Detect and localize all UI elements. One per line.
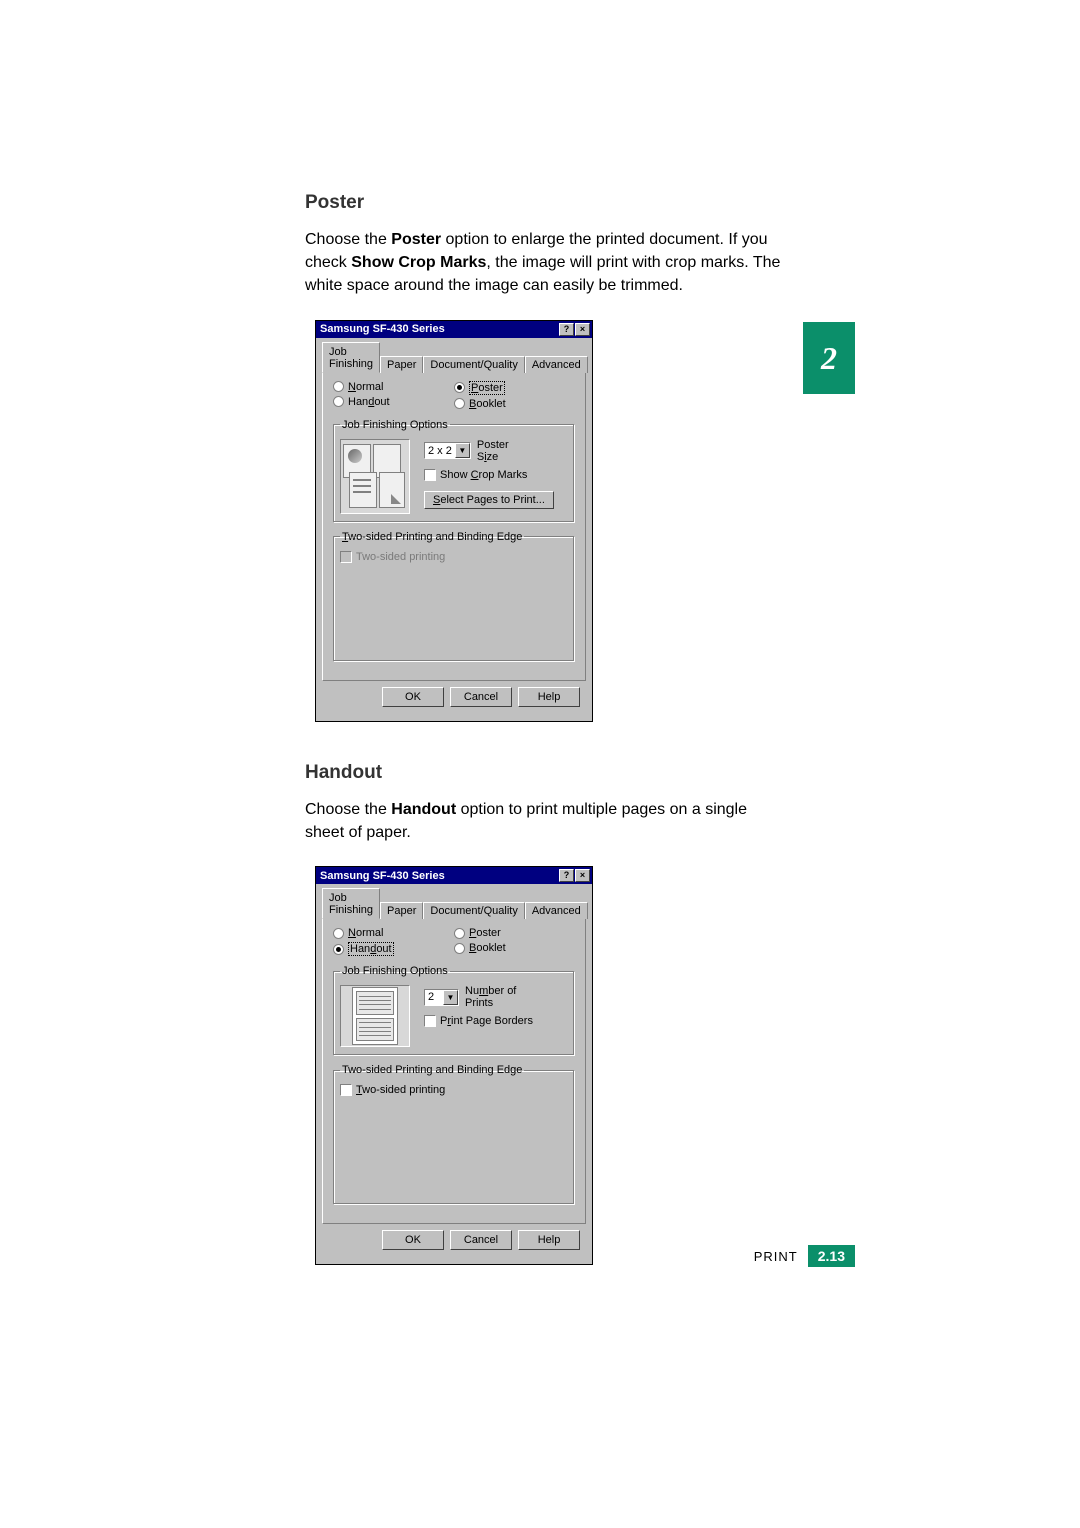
print-borders-checkbox[interactable]: Print Page Borders <box>424 1015 568 1027</box>
job-finishing-options-group: Job Finishing Options <box>333 419 575 523</box>
cancel-button[interactable]: Cancel <box>450 1230 512 1250</box>
job-finishing-options-group: Job Finishing Options 2 <box>333 965 575 1056</box>
show-crop-marks-checkbox[interactable]: Show Crop Marks <box>424 469 568 481</box>
dialog-titlebar: Samsung SF-430 Series ? × <box>316 867 592 884</box>
titlebar-close-button[interactable]: × <box>575 869 590 882</box>
tab-paper[interactable]: Paper <box>380 902 423 919</box>
poster-preview <box>340 439 410 514</box>
poster-size-value: 2 x 2 <box>425 445 455 457</box>
group-legend: Two-sided Printing and Binding Edge <box>340 531 524 543</box>
two-sided-checkbox: Two-sided printing <box>340 551 568 563</box>
group-legend: Job Finishing Options <box>340 965 450 977</box>
poster-para: Choose the Poster option to enlarge the … <box>305 228 785 298</box>
group-legend: Job Finishing Options <box>340 419 450 431</box>
tab-strip: Job Finishing Paper Document/Quality Adv… <box>322 342 586 373</box>
radio-handout[interactable]: Handout <box>333 396 454 408</box>
dialog-title: Samsung SF-430 Series <box>320 323 445 335</box>
help-button[interactable]: Help <box>518 687 580 707</box>
ok-button[interactable]: OK <box>382 1230 444 1250</box>
text-bold: Handout <box>391 801 456 818</box>
radio-poster[interactable]: Poster <box>454 927 575 939</box>
radio-normal[interactable]: Normal <box>333 927 454 939</box>
dialog-titlebar: Samsung SF-430 Series ? × <box>316 321 592 338</box>
num-prints-value: 2 <box>425 991 443 1003</box>
tab-panel: Normal Handout Poster Booklet Job Finish… <box>322 372 586 681</box>
text-bold: Poster <box>391 231 441 248</box>
tab-job-finishing[interactable]: Job Finishing <box>322 342 380 373</box>
ok-button[interactable]: OK <box>382 687 444 707</box>
tab-panel: Normal Handout Poster Booklet Job Finish… <box>322 918 586 1224</box>
tab-document-quality[interactable]: Document/Quality <box>423 902 524 919</box>
titlebar-help-button[interactable]: ? <box>559 323 574 336</box>
document-body: Poster Choose the Poster option to enlar… <box>305 192 785 1305</box>
footer-section-label: PRINT <box>754 1249 798 1264</box>
text: Choose the <box>305 801 391 818</box>
group-legend: Two-sided Printing and Binding Edge <box>340 1064 524 1076</box>
footer-page-number: 2.13 <box>808 1245 855 1267</box>
radio-normal[interactable]: Normal <box>333 381 454 393</box>
poster-size-label: PosterSize <box>477 439 509 463</box>
poster-size-combo[interactable]: 2 x 2 ▼ <box>424 442 471 459</box>
num-prints-combo[interactable]: 2 ▼ <box>424 989 459 1006</box>
chevron-down-icon[interactable]: ▼ <box>455 443 470 458</box>
tab-job-finishing[interactable]: Job Finishing <box>322 888 380 919</box>
radio-booklet[interactable]: Booklet <box>454 398 575 410</box>
radio-booklet[interactable]: Booklet <box>454 942 575 954</box>
tab-advanced[interactable]: Advanced <box>525 356 588 373</box>
select-pages-button[interactable]: Select Pages to Print... <box>424 491 554 509</box>
tab-document-quality[interactable]: Document/Quality <box>423 356 524 373</box>
poster-heading: Poster <box>305 192 785 214</box>
handout-preview <box>340 985 410 1047</box>
dialog-title: Samsung SF-430 Series <box>320 870 445 882</box>
help-button[interactable]: Help <box>518 1230 580 1250</box>
page-footer: PRINT 2.13 <box>754 1245 855 1267</box>
tab-paper[interactable]: Paper <box>380 356 423 373</box>
chapter-tab: 2 <box>803 322 855 394</box>
handout-para: Choose the Handout option to print multi… <box>305 798 785 844</box>
cancel-button[interactable]: Cancel <box>450 687 512 707</box>
two-sided-group: Two-sided Printing and Binding Edge Two-… <box>333 531 575 662</box>
titlebar-help-button[interactable]: ? <box>559 869 574 882</box>
radio-handout[interactable]: Handout <box>333 942 454 956</box>
num-prints-label: Number ofPrints <box>465 985 516 1009</box>
chevron-down-icon[interactable]: ▼ <box>443 990 458 1005</box>
tab-strip: Job Finishing Paper Document/Quality Adv… <box>322 888 586 919</box>
handout-heading: Handout <box>305 762 785 784</box>
tab-advanced[interactable]: Advanced <box>525 902 588 919</box>
two-sided-checkbox[interactable]: Two-sided printing <box>340 1084 568 1096</box>
text: Choose the <box>305 231 391 248</box>
two-sided-group: Two-sided Printing and Binding Edge Two-… <box>333 1064 575 1205</box>
text-bold: Show Crop Marks <box>351 254 486 271</box>
print-dialog-poster: Samsung SF-430 Series ? × Job Finishing … <box>315 320 593 722</box>
radio-poster[interactable]: Poster <box>454 381 575 395</box>
print-dialog-handout: Samsung SF-430 Series ? × Job Finishing … <box>315 866 593 1265</box>
titlebar-close-button[interactable]: × <box>575 323 590 336</box>
